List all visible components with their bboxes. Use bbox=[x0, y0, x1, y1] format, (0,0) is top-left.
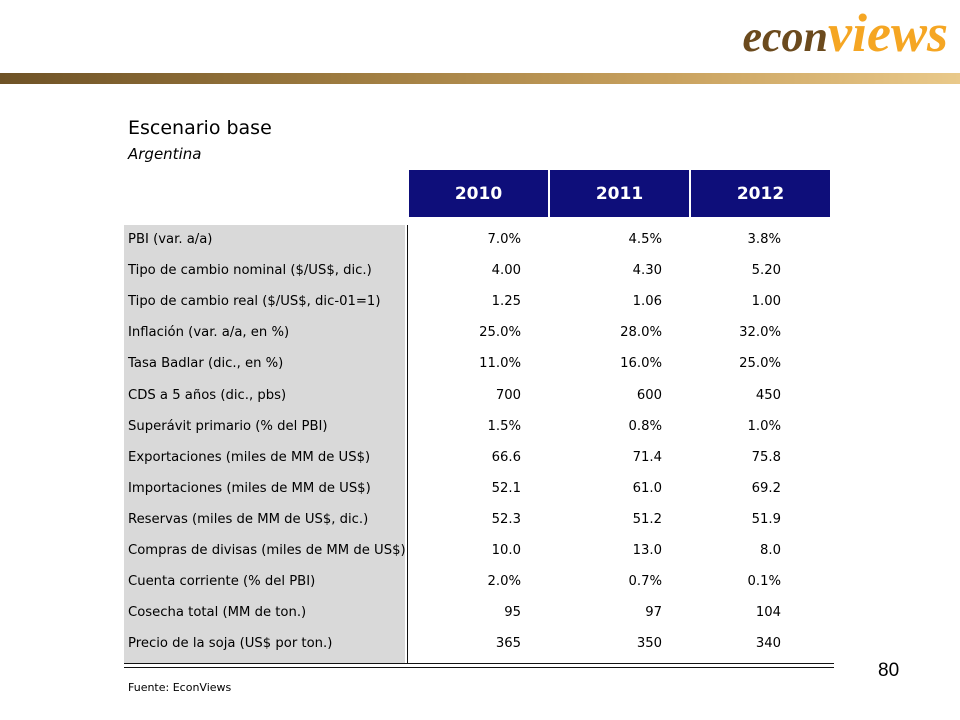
cell-2012: 51.9 bbox=[751, 511, 781, 527]
cell-2011: 0.8% bbox=[628, 418, 662, 434]
year-header-2011: 2011 bbox=[550, 170, 689, 217]
cell-2011: 4.30 bbox=[632, 263, 662, 279]
cell-2010: 700 bbox=[495, 387, 521, 403]
row-label: Cuenta corriente (% del PBI) bbox=[128, 574, 316, 590]
cell-2010: 10.0 bbox=[491, 543, 521, 558]
cell-2011: 51.2 bbox=[632, 511, 662, 527]
row-label: Tipo de cambio real ($/US$, dic-01=1) bbox=[128, 294, 381, 310]
cell-2012: 32.0% bbox=[739, 325, 781, 341]
cell-2010: 66.6 bbox=[491, 449, 521, 465]
table-row: Importaciones (miles de MM de US$) 52.1 61… bbox=[124, 475, 834, 504]
econviews-logo: econviews bbox=[742, 6, 948, 60]
cell-2011: 71.4 bbox=[632, 449, 662, 465]
cell-2011: 0.7% bbox=[628, 574, 662, 590]
table-row: Superávit primario (% del PBI) 1.5% 0.8% 1.… bbox=[124, 413, 834, 442]
table-bottom-rule-double bbox=[124, 667, 834, 668]
cell-2010: 2.0% bbox=[487, 574, 521, 590]
table-row: Tasa Badlar (dic., en %) 11.0% 16.0% 25.0% bbox=[124, 350, 834, 379]
cell-2012: 0.1% bbox=[747, 574, 781, 590]
row-label: Superávit primario (% del PBI) bbox=[128, 418, 328, 434]
table-bottom-rule bbox=[124, 663, 834, 664]
logo-part-econ: econ bbox=[742, 12, 829, 61]
cell-2012: 1.00 bbox=[751, 294, 781, 310]
table-row: PBI (var. a/a) 7.0% 4.5% 3.8% bbox=[124, 226, 834, 255]
cell-2011: 61.0 bbox=[632, 480, 662, 496]
row-label: Importaciones (miles de MM de US$) bbox=[128, 480, 371, 496]
cell-2012: 104 bbox=[755, 605, 781, 621]
row-label: Tasa Badlar (dic., en %) bbox=[128, 356, 284, 372]
cell-2012: 450 bbox=[755, 387, 781, 403]
logo-part-views: views bbox=[828, 3, 948, 63]
cell-2011: 350 bbox=[636, 636, 662, 652]
cell-2010: 95 bbox=[504, 605, 521, 621]
table-row: Cosecha total (MM de ton.) 95 97 104 bbox=[124, 599, 834, 628]
row-label: CDS a 5 años (dic., pbs) bbox=[128, 387, 287, 403]
row-label: Precio de la soja (US$ por ton.) bbox=[128, 636, 333, 652]
cell-2011: 4.5% bbox=[628, 232, 662, 247]
table-row: Tipo de cambio nominal ($/US$, dic.) 4.00… bbox=[124, 257, 834, 286]
cell-2011: 13.0 bbox=[632, 543, 662, 558]
page-number: 80 bbox=[878, 660, 900, 681]
cell-2011: 97 bbox=[645, 605, 662, 621]
row-label: PBI (var. a/a) bbox=[128, 232, 213, 247]
cell-2012: 25.0% bbox=[739, 356, 781, 372]
table-row: Reservas (miles de MM de US$, dic.) 52.3 5… bbox=[124, 506, 834, 535]
row-label: Reservas (miles de MM de US$, dic.) bbox=[128, 511, 369, 527]
table-row: CDS a 5 años (dic., pbs) 700 600 450 bbox=[124, 382, 834, 411]
year-header-2010: 2010 bbox=[409, 170, 548, 217]
cell-2011: 1.06 bbox=[632, 294, 662, 310]
cell-2010: 7.0% bbox=[487, 232, 521, 247]
cell-2010: 52.1 bbox=[491, 480, 521, 496]
cell-2010: 1.5% bbox=[487, 418, 521, 434]
header-gold-bar bbox=[0, 73, 960, 84]
cell-2012: 340 bbox=[755, 636, 781, 652]
row-label: Inflación (var. a/a, en %) bbox=[128, 325, 290, 341]
table-row: Compras de divisas (miles de MM de US$) 1… bbox=[124, 537, 834, 566]
row-label: Cosecha total (MM de ton.) bbox=[128, 605, 307, 621]
cell-2012: 5.20 bbox=[751, 263, 781, 279]
cell-2012: 75.8 bbox=[751, 449, 781, 465]
table-row: Tipo de cambio real ($/US$, dic-01=1) 1.2… bbox=[124, 288, 834, 317]
slide-subtitle: Argentina bbox=[128, 145, 202, 163]
cell-2010: 25.0% bbox=[479, 325, 521, 341]
cell-2012: 1.0% bbox=[747, 418, 781, 434]
column-separator bbox=[407, 225, 408, 663]
source-note: Fuente: EconViews bbox=[128, 681, 232, 694]
row-label: Tipo de cambio nominal ($/US$, dic.) bbox=[128, 263, 372, 279]
cell-2010: 1.25 bbox=[491, 294, 521, 310]
cell-2010: 52.3 bbox=[491, 511, 521, 527]
cell-2011: 28.0% bbox=[620, 325, 662, 341]
cell-2010: 11.0% bbox=[479, 356, 521, 372]
label-column-background bbox=[124, 225, 405, 663]
cell-2010: 4.00 bbox=[491, 263, 521, 279]
cell-2012: 3.8% bbox=[747, 232, 781, 247]
cell-2012: 69.2 bbox=[751, 480, 781, 496]
row-label: Compras de divisas (miles de MM de US$) bbox=[128, 543, 406, 558]
row-label: Exportaciones (miles de MM de US$) bbox=[128, 449, 371, 465]
table-row: Exportaciones (miles de MM de US$) 66.6 71… bbox=[124, 444, 834, 473]
table-row: Inflación (var. a/a, en %) 25.0% 28.0% 32.0… bbox=[124, 319, 834, 348]
cell-2012: 8.0 bbox=[760, 543, 781, 558]
year-header-2012: 2012 bbox=[691, 170, 830, 217]
cell-2010: 365 bbox=[495, 636, 521, 652]
table-row: Precio de la soja (US$ por ton.) 365 350 34… bbox=[124, 630, 834, 659]
cell-2011: 600 bbox=[636, 387, 662, 403]
table-row: Cuenta corriente (% del PBI) 2.0% 0.7% 0.1% bbox=[124, 568, 834, 597]
cell-2011: 16.0% bbox=[620, 356, 662, 372]
slide-title: Escenario base bbox=[128, 117, 272, 139]
